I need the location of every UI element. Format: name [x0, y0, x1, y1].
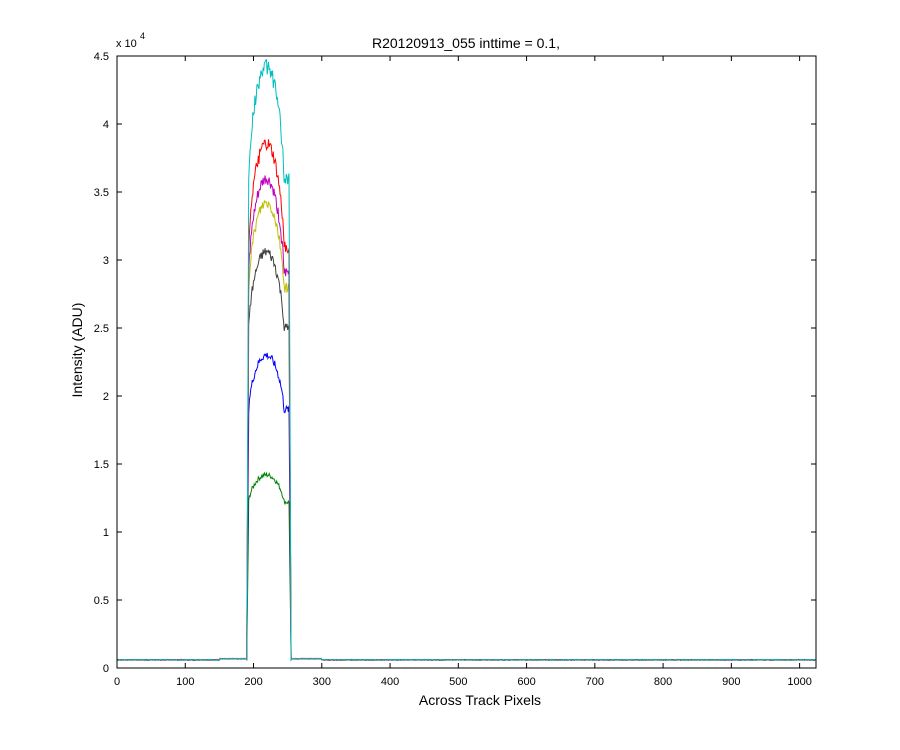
- x-tick-label: 900: [722, 676, 740, 688]
- series-line-7: [116, 59, 817, 662]
- y-tick-label: 3.5: [94, 187, 109, 199]
- y-tick-label: 1.5: [94, 459, 109, 471]
- y-tick-label: 1: [103, 527, 109, 539]
- y-axis-title: Intensity (ADU): [69, 303, 85, 398]
- y-tick-label: 2: [103, 391, 109, 403]
- y-tick-label: 0.5: [94, 595, 109, 607]
- x-tick-label: 600: [517, 676, 535, 688]
- series-layer: [116, 59, 817, 662]
- x-axis-title: Across Track Pixels: [419, 692, 541, 708]
- y-multiplier-label: x 10: [116, 38, 137, 50]
- chart-title: R20120913_055 inttime = 0.1,: [372, 35, 560, 51]
- y-tick-label: 3: [103, 255, 109, 267]
- y-axis: 0 0.5 1 1.5 2 2.5 3 3.5 4 4.5: [94, 51, 816, 675]
- y-tick-label: 2.5: [94, 323, 109, 335]
- y-tick-label: 4.5: [94, 51, 109, 63]
- x-axis: 0 100 200 300 400 500 600 700 800 900 1000: [114, 56, 812, 688]
- plot-frame: [116, 55, 817, 669]
- x-tick-label: 800: [654, 676, 672, 688]
- y-tick-label: 0: [103, 663, 109, 675]
- plot-background: [117, 56, 816, 668]
- x-tick-label: 700: [586, 676, 604, 688]
- x-tick-label: 400: [381, 676, 399, 688]
- y-tick-label: 4: [103, 119, 109, 131]
- x-tick-label: 500: [449, 676, 467, 688]
- x-tick-label: 1000: [787, 676, 811, 688]
- x-tick-label: 100: [176, 676, 194, 688]
- y-multiplier-exponent: 4: [140, 31, 145, 41]
- x-tick-label: 300: [313, 676, 331, 688]
- x-tick-label: 200: [244, 676, 262, 688]
- x-tick-label: 0: [114, 676, 120, 688]
